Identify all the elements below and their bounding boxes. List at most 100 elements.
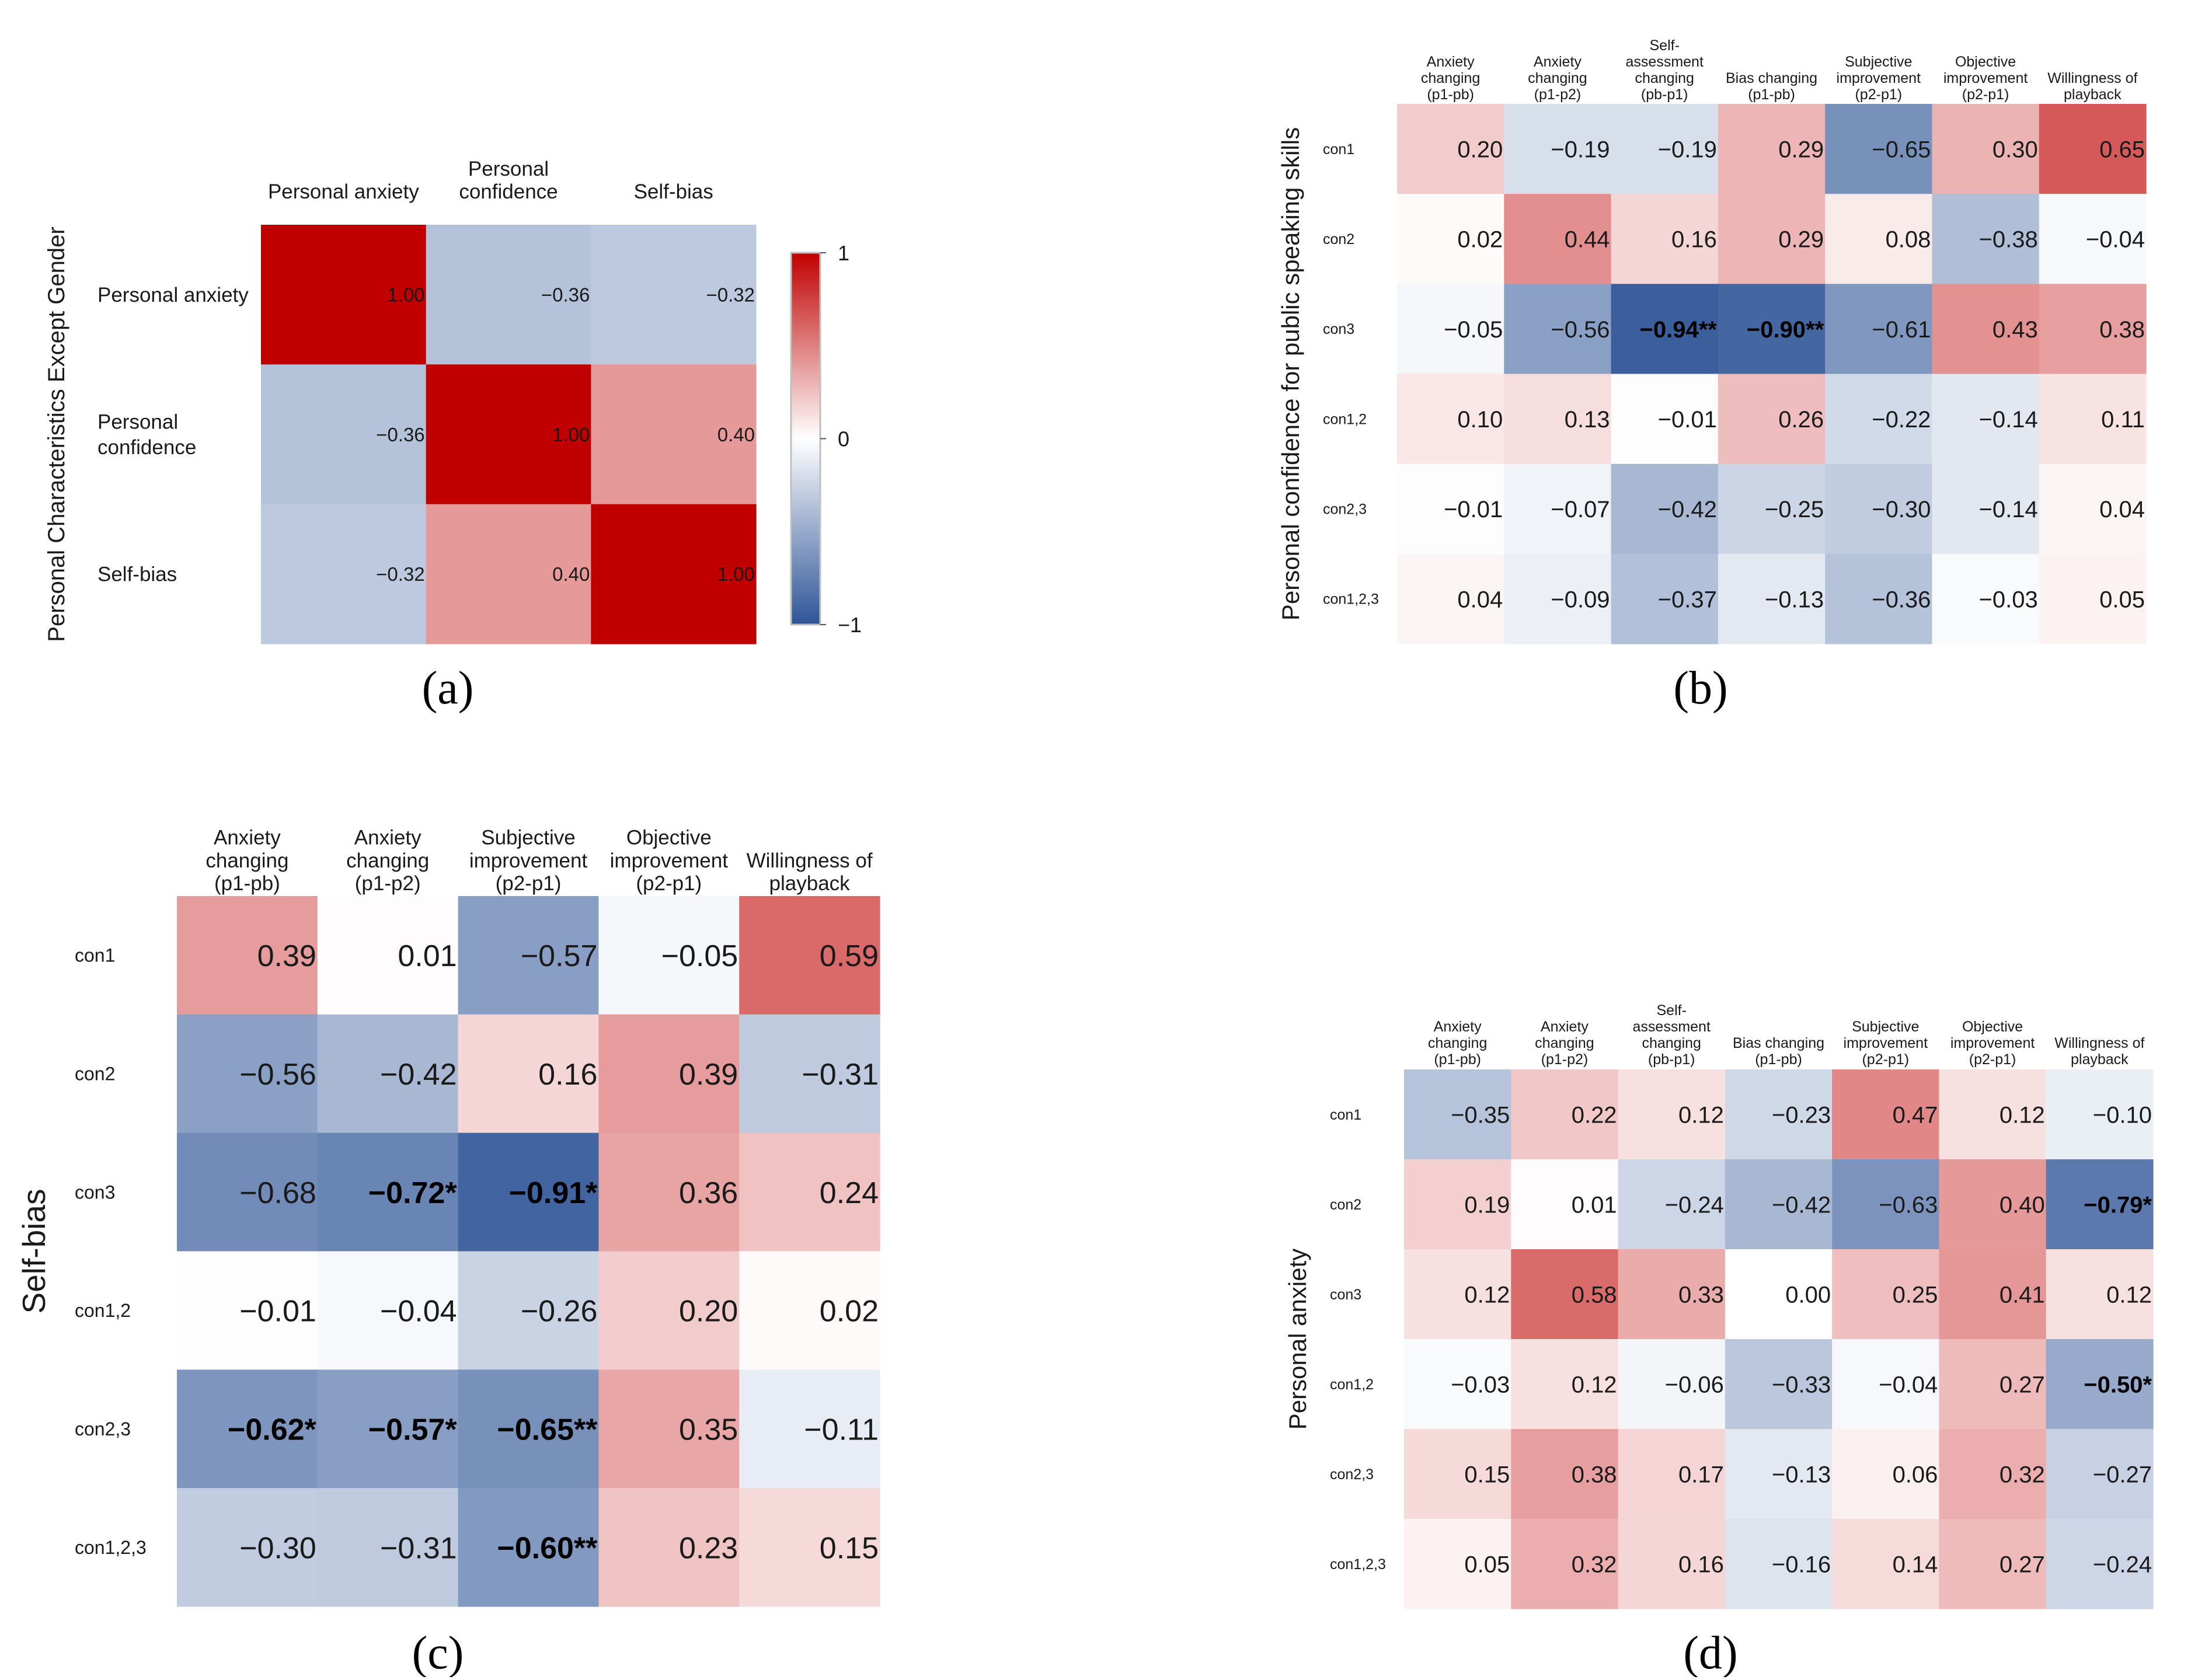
cell-value-label: −0.23 — [1772, 1102, 1831, 1128]
column-header-label: Anxiety changing (p1-p2) — [1535, 1019, 1594, 1068]
heatmap-cell — [177, 1014, 318, 1134]
heatmap-cell — [739, 1369, 880, 1489]
cell-value-label: 0.04 — [2099, 497, 2145, 522]
row-label: con1,2 — [1330, 1376, 1374, 1393]
heatmap-cell — [1611, 104, 1719, 194]
row-label: con2,3 — [75, 1418, 131, 1439]
cell-value-label: −0.94** — [1640, 317, 1718, 343]
heatmap-cell — [1611, 194, 1719, 284]
cell-value-label: −0.01 — [1658, 407, 1717, 433]
cell-value-label: −0.03 — [1451, 1372, 1510, 1397]
heatmap-cell — [2039, 104, 2147, 194]
column-header-label: Subjective improvement (p2-p1) — [1844, 1019, 1928, 1068]
cell-value-label: −0.04 — [380, 1295, 457, 1329]
cell-value-label: 0.32 — [1572, 1552, 1617, 1577]
heatmap-cell — [1832, 1519, 1940, 1609]
heatmap-cell — [598, 1132, 740, 1252]
cell-value-label: −0.03 — [1978, 587, 2037, 612]
heatmap-cell — [598, 1014, 740, 1134]
heatmap-cell — [2046, 1339, 2154, 1430]
heatmap-cell — [2039, 553, 2147, 644]
heatmap-panel-b: 0.20 −0.19 −0.19 0.29 −0.65 0.30 0.65 0.02 0.44 0… — [1277, 37, 2147, 714]
heatmap-cell — [598, 896, 740, 1015]
cell-value-label: −0.50* — [2084, 1372, 2152, 1397]
row-label: Personal confidence — [97, 410, 196, 459]
heatmap-panel-a: 1.00 −0.36 −0.32 −0.36 1.00 0.40 −0.32 0.40 1.00… — [44, 158, 862, 714]
row-label: con1,2,3 — [1330, 1556, 1386, 1573]
cell-value-label: 0.35 — [679, 1413, 738, 1447]
cell-value-label: −0.60** — [497, 1531, 598, 1565]
heatmap-cell — [2046, 1519, 2154, 1609]
heatmap-cell — [1618, 1429, 1726, 1519]
heatmap-cell — [1618, 1249, 1726, 1340]
cell-value-label: 0.39 — [257, 939, 316, 973]
heatmap-cell — [261, 225, 427, 365]
cell-value-label: 0.23 — [679, 1531, 738, 1565]
column-header-label: Personal anxiety — [268, 180, 419, 203]
row-label: con1 — [1323, 141, 1354, 158]
cell-value-label: −0.24 — [1665, 1192, 1724, 1218]
cell-value-label: 1.00 — [552, 424, 590, 445]
cell-value-label: −0.26 — [521, 1295, 598, 1329]
cell-value-label: 0.04 — [1457, 587, 1503, 612]
panel-label: (d) — [1683, 1627, 1737, 1677]
heatmap-cell — [458, 1132, 599, 1252]
heatmap-cell — [1511, 1069, 1619, 1160]
heatmap-cell — [458, 1014, 599, 1134]
cell-value-label: 0.16 — [1678, 1552, 1724, 1577]
row-label: con3 — [1323, 321, 1354, 337]
cell-value-label: −0.32 — [376, 563, 425, 585]
row-label: con1 — [75, 945, 115, 966]
heatmap-cell — [1832, 1069, 1940, 1160]
heatmap-cell — [1725, 1249, 1833, 1340]
heatmap-cell — [591, 504, 757, 644]
row-label: con1,2,3 — [75, 1537, 147, 1558]
heatmap-cell — [458, 1251, 599, 1370]
heatmap-cell — [317, 896, 459, 1015]
heatmap-cell — [458, 896, 599, 1015]
heatmap-cell — [426, 364, 591, 505]
heatmap-cell — [1832, 1249, 1940, 1340]
cell-value-label: −0.11 — [804, 1413, 879, 1447]
colorbar-tick-label: 0 — [838, 427, 849, 451]
cell-value-label: −0.31 — [802, 1058, 879, 1092]
column-header-label: Objective improvement (p2-p1) — [1950, 1019, 2035, 1068]
column-header-label: Willingness of playback — [2054, 1035, 2144, 1068]
heatmap-cell — [1932, 374, 2040, 465]
heatmap-cell — [1932, 463, 2040, 555]
cell-value-label: 0.38 — [2099, 317, 2145, 343]
cell-value-label: −0.06 — [1665, 1372, 1724, 1397]
cell-value-label: −0.01 — [1444, 497, 1503, 522]
cell-value-label: 0.27 — [2000, 1372, 2045, 1397]
cell-value-label: 0.12 — [2000, 1102, 2045, 1128]
heatmap-cell — [598, 1251, 740, 1370]
heatmap-cell — [1832, 1159, 1940, 1250]
cell-value-label: −0.32 — [706, 284, 755, 306]
cell-value-label: −0.38 — [1978, 227, 2037, 253]
cell-value-label: 0.19 — [1464, 1192, 1510, 1218]
cell-value-label: 0.01 — [398, 939, 457, 973]
heatmap-cell — [1939, 1429, 2047, 1519]
heatmap-cell — [598, 1488, 740, 1607]
column-header-label: Willingness of playback — [2047, 70, 2137, 103]
cell-value-label: −0.05 — [1444, 317, 1503, 343]
heatmap-cell — [1725, 1069, 1833, 1160]
cell-value-label: 0.29 — [1778, 137, 1824, 162]
heatmap-cell — [1504, 194, 1612, 284]
colorbar — [790, 252, 821, 626]
row-label: con1 — [1330, 1107, 1361, 1123]
column-header-label: Anxiety changing (p1-p2) — [346, 827, 429, 895]
column-header-label: Anxiety changing (p1-pb) — [205, 827, 288, 895]
cell-value-label: −0.31 — [380, 1531, 457, 1565]
heatmap-cell — [1511, 1159, 1619, 1250]
cell-value-label: −0.57 — [521, 939, 598, 973]
cell-value-label: −0.42 — [1658, 497, 1717, 522]
heatmap-cell — [1397, 374, 1504, 465]
heatmap-cell — [1618, 1159, 1726, 1250]
column-header-label: Anxiety changing (p1-p2) — [1528, 54, 1587, 103]
cell-value-label: 0.17 — [1678, 1462, 1724, 1487]
column-header-label: Subjective improvement (p2-p1) — [1837, 54, 1921, 103]
cell-value-label: −0.30 — [1872, 497, 1931, 522]
column-header-label: Self-bias — [634, 180, 713, 203]
cell-value-label: −0.30 — [239, 1531, 316, 1565]
